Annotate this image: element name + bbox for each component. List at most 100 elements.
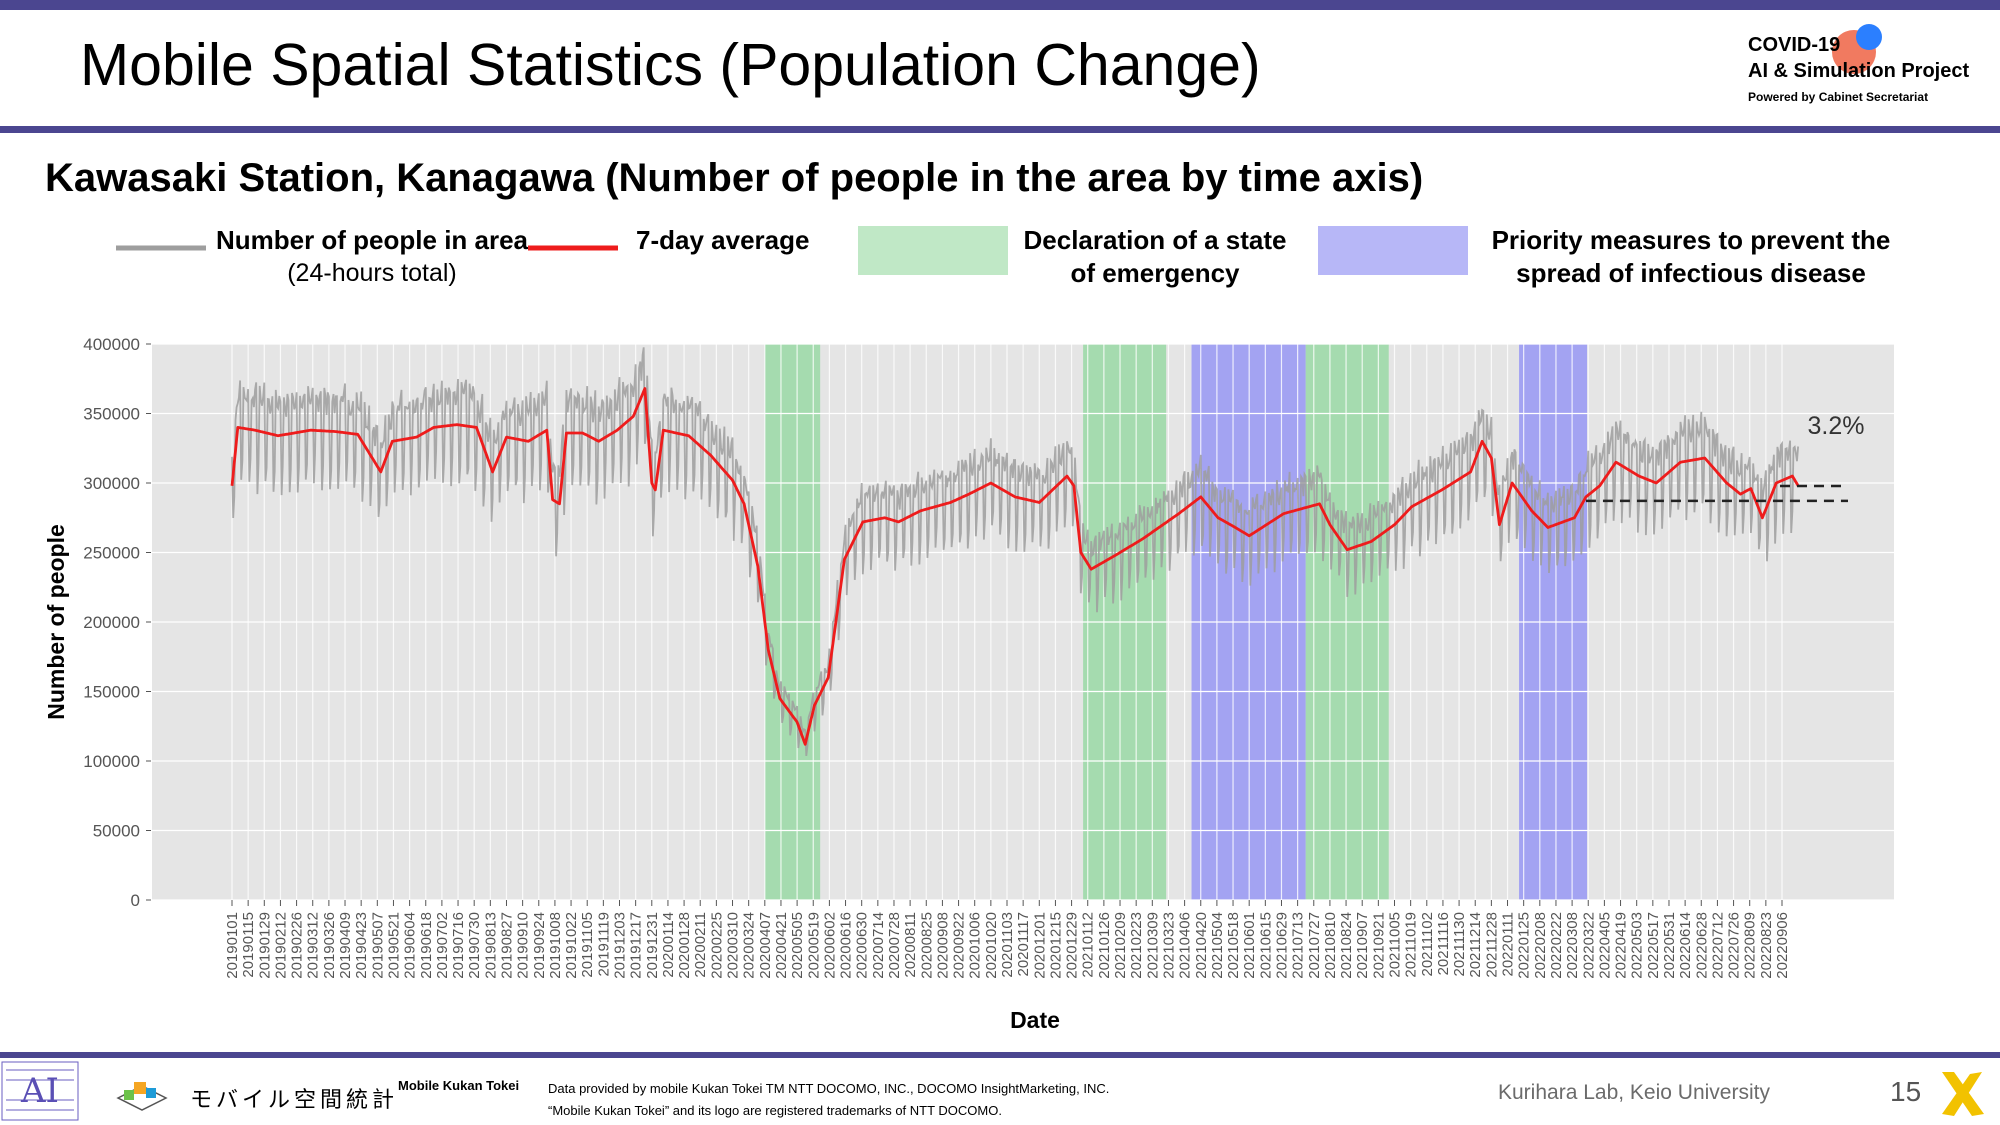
x-tick-label: 20201229 — [1064, 912, 1081, 979]
x-axis-label: Date — [1010, 1007, 1060, 1033]
x-tick-label: 20210727 — [1306, 912, 1323, 979]
x-tick-label: 20200616 — [838, 912, 855, 979]
x-tick-label: 20200825 — [918, 912, 935, 979]
x-tick-label: 20200211 — [692, 912, 709, 978]
x-tick-label: 20220322 — [1580, 912, 1597, 979]
legend-people-sublabel: (24-hours total) — [287, 259, 457, 287]
x-tick-label: 20220308 — [1564, 912, 1581, 979]
x-tick-label: 20210323 — [1160, 912, 1177, 979]
x-tick-label: 20191217 — [628, 912, 645, 979]
legend-emergency-line1: Declaration of a state — [1023, 225, 1287, 255]
x-tick-label: 20190730 — [466, 912, 483, 979]
x-tick-label: 20200630 — [854, 912, 871, 979]
x-tick-label: 20190604 — [402, 912, 419, 979]
x-tick-label: 20220222 — [1548, 912, 1565, 979]
legend-priority-line2: spread of infectious disease — [1516, 258, 1866, 288]
footer-lab: Kurihara Lab, Keio University — [1498, 1081, 1770, 1104]
x-tick-label: 20220405 — [1596, 912, 1613, 979]
x-tick-label: 20220531 — [1661, 912, 1678, 979]
y-tick-label: 50000 — [93, 822, 140, 841]
x-tick-label: 20200421 — [773, 912, 790, 979]
x-tick-label: 20190129 — [256, 912, 273, 979]
ai-lab-logo-icon: AI — [1, 1061, 79, 1121]
x-tick-label: 20220503 — [1629, 912, 1646, 979]
legend-people-label: Number of people in area — [215, 225, 529, 255]
x-tick-label: 20210112 — [1080, 912, 1097, 978]
x-tick-label: 20201020 — [983, 912, 1000, 979]
population-chart: 0 50000 100000 150000 200000 250000 300000 3500… — [43, 335, 1894, 1033]
x-tick-label: 20210223 — [1128, 912, 1145, 979]
x-tick-label: 20210420 — [1193, 912, 1210, 979]
x-tick-label: 20210209 — [1112, 912, 1129, 979]
footer-divider — [0, 1052, 2000, 1058]
seven-day-average-line — [230, 387, 1800, 746]
x-tick-label: 20190226 — [289, 912, 306, 979]
logo-blue-dot — [1856, 24, 1882, 50]
page-title: Mobile Spatial Statistics (Population Ch… — [80, 32, 1261, 98]
x-tick-label: 20220906 — [1774, 912, 1791, 979]
legend-people: Number of people in area (24-hours total… — [212, 224, 532, 290]
x-tick-label: 20200128 — [676, 912, 693, 979]
change-annotation: 3.2% — [1808, 412, 1865, 440]
x-tick-label: 20190312 — [305, 912, 322, 979]
x-tick-label: 20200114 — [660, 912, 677, 978]
x-tick-label: 20200728 — [886, 912, 903, 979]
x-tick-label: 20191022 — [563, 912, 580, 979]
x-tick-label: 20190101 — [224, 912, 241, 979]
logo-line3: Powered by Cabinet Secretariat — [1748, 90, 1929, 104]
x-tick-label: 20190924 — [531, 912, 548, 979]
legend-emergency-swatch — [858, 226, 1008, 275]
mobile-kukan-tokei-logo: モバイル空間統計 — [108, 1074, 394, 1116]
x-tick-label: 20200310 — [725, 912, 742, 979]
x-tick-label: 20210921 — [1370, 912, 1387, 979]
kukan-jp-text: モバイル空間統計 — [190, 1087, 399, 1112]
x-tick-label: 20210126 — [1096, 912, 1113, 979]
footer-brand: Mobile Kukan Tokei — [398, 1078, 520, 1093]
legend-avg-swatch — [528, 245, 618, 251]
x-tick-label: 20201201 — [1031, 912, 1048, 979]
y-tick-label: 100000 — [83, 752, 140, 771]
x-tick-label: 20211228 — [1483, 912, 1500, 978]
legend-priority-swatch — [1318, 226, 1468, 275]
x-tick-label: 20201215 — [1047, 912, 1064, 979]
x-tick-label: 20190521 — [385, 912, 402, 979]
page-number: 15 — [1890, 1076, 1922, 1107]
x-tick-label: 20220208 — [1532, 912, 1549, 979]
x-tick-label: 20200811 — [902, 912, 919, 978]
x-tick-label: 20220809 — [1742, 912, 1759, 979]
x-tick-label: 20190827 — [498, 912, 515, 979]
y-tick-label: 250000 — [83, 544, 140, 563]
x-tick-label: 20190910 — [515, 912, 532, 979]
x-tick-label: 20200407 — [757, 912, 774, 979]
x-tick-label: 20220111 — [1500, 912, 1517, 977]
x-tick-label: 20190409 — [337, 912, 354, 979]
x-tick-label: 20191203 — [612, 912, 629, 979]
x-tick-label: 20190212 — [272, 912, 289, 979]
x-tick-label: 20200324 — [741, 912, 758, 979]
y-tick-label: 150000 — [83, 683, 140, 702]
x-tick-label: 20211116 — [1435, 912, 1452, 975]
footer-credit-line1: Data provided by mobile Kukan Tokei TM N… — [548, 1081, 1110, 1096]
chart-subtitle: Kawasaki Station, Kanagawa (Number of pe… — [45, 156, 1424, 200]
covid-ai-project-logo: COVID-19 AI & Simulation Project Powered… — [1740, 22, 1990, 112]
legend-priority-line1: Priority measures to prevent the — [1491, 225, 1891, 255]
x-tick-label: 20211102 — [1419, 912, 1436, 977]
x-tick-label: 20210504 — [1209, 912, 1226, 979]
x-tick-label: 20191119 — [595, 912, 612, 977]
x-tick-label: 20220614 — [1677, 912, 1694, 979]
legend-emergency-line2: of emergency — [1070, 258, 1240, 288]
x-tick-label: 20210810 — [1322, 912, 1339, 979]
x-tick-label: 20220517 — [1645, 912, 1662, 979]
x-tick-label: 20200602 — [821, 912, 838, 979]
legend-daily-swatch — [116, 245, 206, 251]
x-tick-label: 20211019 — [1403, 912, 1420, 978]
x-tick-label: 20220125 — [1516, 912, 1533, 979]
x-tick-label: 20190702 — [434, 912, 451, 979]
y-tick-label: 350000 — [83, 405, 140, 424]
x-tick-label: 20210309 — [1144, 912, 1161, 979]
x-tick-label: 20210824 — [1338, 912, 1355, 979]
y-tick-label: 200000 — [83, 613, 140, 632]
y-tick-label: 0 — [131, 891, 140, 910]
x-tick-label: 20210601 — [1241, 912, 1258, 979]
keio-x-logo-icon — [1942, 1072, 1984, 1116]
